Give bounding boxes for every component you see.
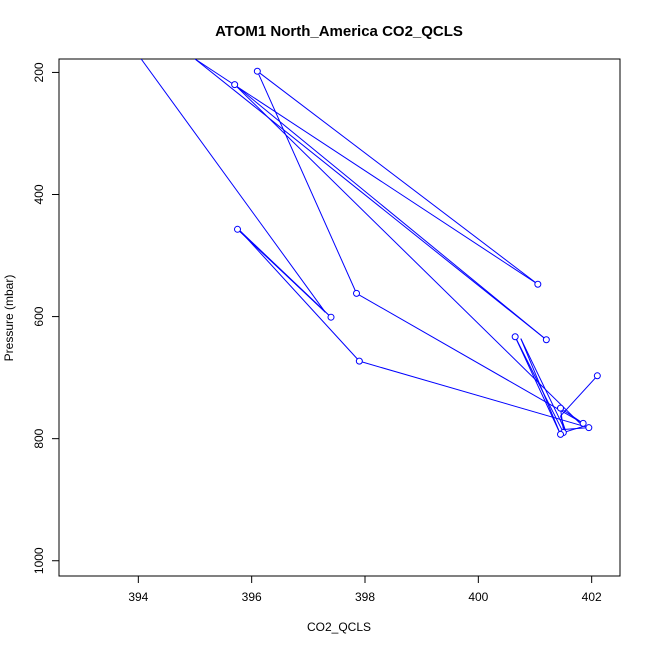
x-axis: 394 396 398 400 402 <box>128 576 602 604</box>
x-tick-label: 398 <box>355 590 375 604</box>
plot-frame <box>58 58 621 577</box>
data-point <box>355 357 363 365</box>
data-point <box>253 67 261 75</box>
x-tick-label: 396 <box>242 590 262 604</box>
data-point <box>234 225 241 233</box>
data-point <box>585 424 593 432</box>
chart-title: ATOM1 North_America CO2_QCLS <box>215 23 463 40</box>
y-tick-label: 600 <box>32 306 46 326</box>
y-axis-label: Pressure (mbar) <box>2 275 16 362</box>
series-line-segment <box>194 59 547 341</box>
data-point <box>327 313 335 321</box>
y-tick-label: 800 <box>32 428 46 448</box>
data-point <box>579 419 587 427</box>
series-line-segment <box>514 336 561 435</box>
plot-area <box>140 59 601 438</box>
data-point <box>511 333 519 341</box>
data-point <box>353 289 360 297</box>
series-line-segment <box>514 336 564 433</box>
y-axis: 200 400 600 800 1000 <box>32 62 59 574</box>
series-line-segment <box>234 84 584 427</box>
y-tick-label: 1000 <box>32 547 46 574</box>
x-tick-label: 402 <box>582 590 602 604</box>
y-tick-label: 400 <box>32 184 46 204</box>
x-tick-label: 394 <box>128 590 148 604</box>
series-line-segment <box>239 230 332 318</box>
series-line-segment <box>256 71 357 294</box>
data-point <box>231 81 239 89</box>
x-axis-label: CO2_QCLS <box>307 620 371 634</box>
series-line-segment <box>239 230 360 362</box>
series-line-segment <box>520 338 561 435</box>
series-1 <box>140 59 601 438</box>
series-line-segment <box>359 360 589 429</box>
series-line-segment <box>194 59 539 285</box>
data-point <box>542 336 550 344</box>
x-tick-label: 400 <box>468 590 488 604</box>
series-line-segment <box>234 84 547 341</box>
series-line-segment <box>560 375 598 417</box>
y-tick-label: 200 <box>32 62 46 82</box>
data-point <box>557 404 564 412</box>
series-line-segment <box>257 70 539 285</box>
data-point <box>534 280 542 288</box>
series-line-segment <box>140 59 326 313</box>
data-point <box>557 430 564 438</box>
data-point <box>593 372 601 380</box>
series-line-segment <box>520 338 567 433</box>
